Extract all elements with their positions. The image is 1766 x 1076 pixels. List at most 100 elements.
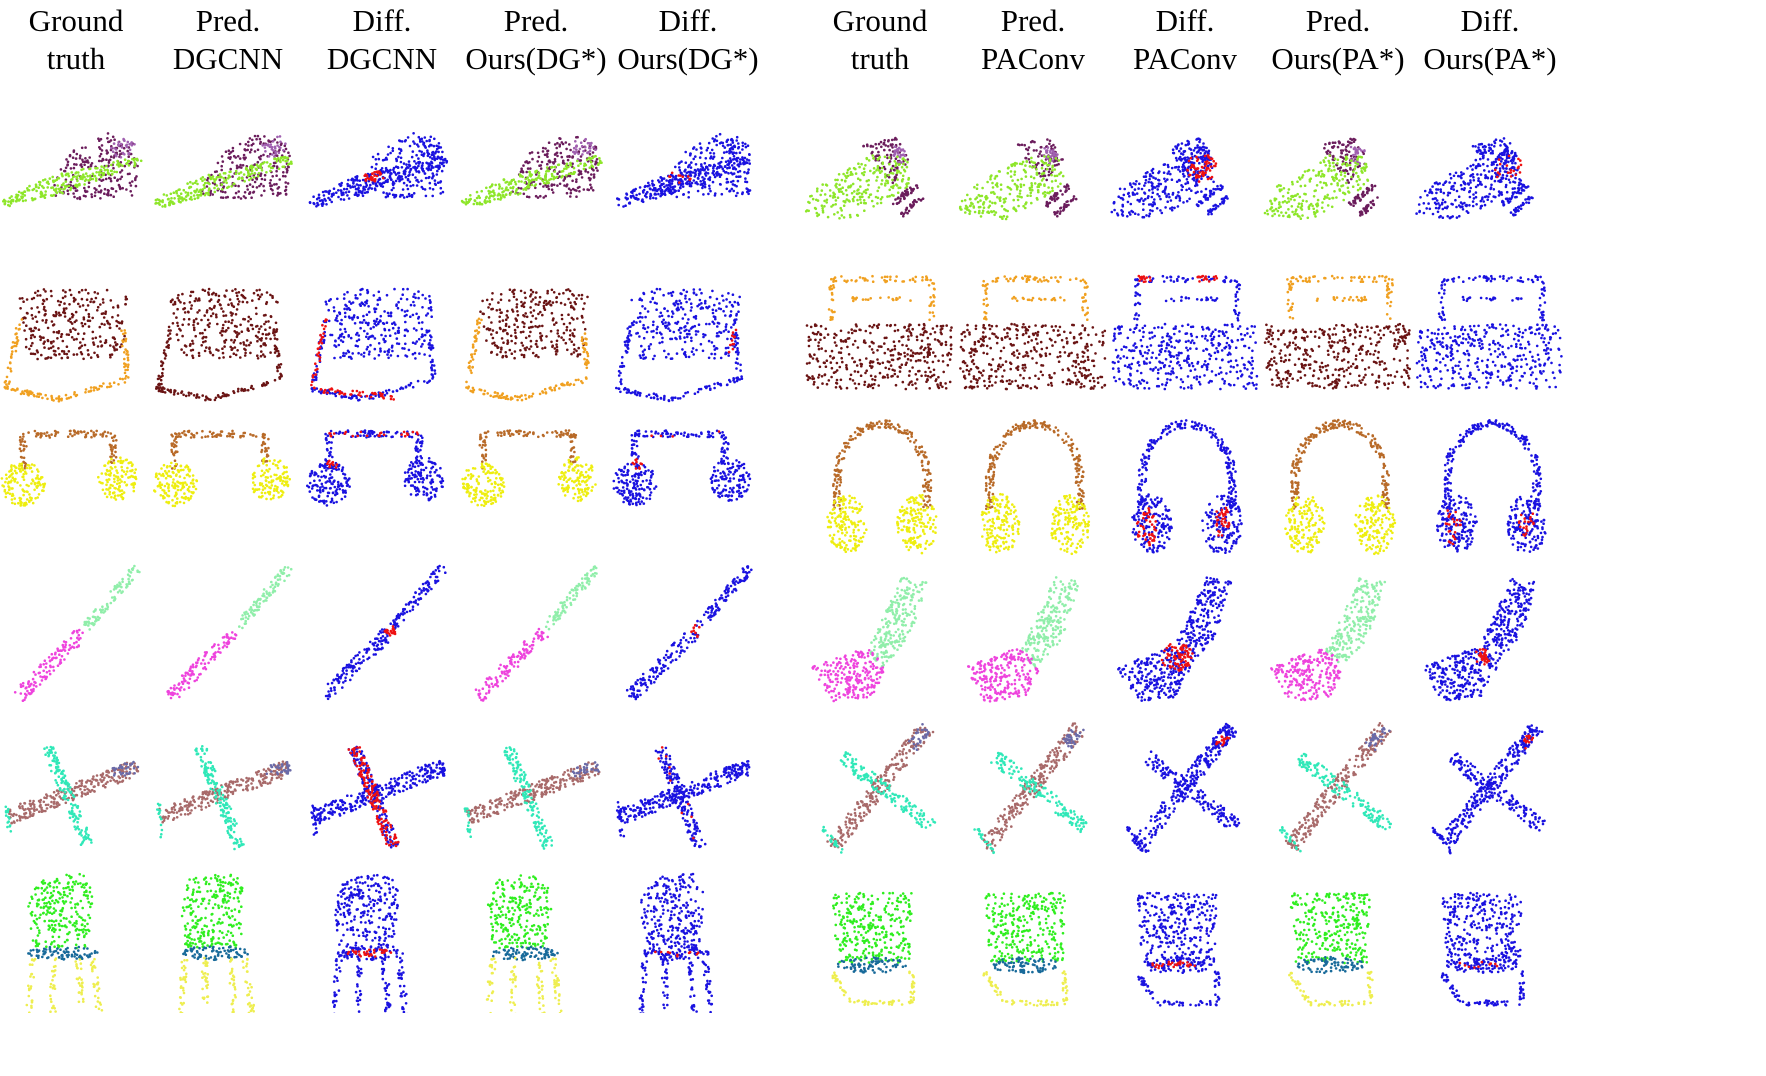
bag-pointcloud [600, 259, 776, 419]
earphone-pointcloud [1097, 409, 1273, 569]
knife-pointcloud [1250, 557, 1426, 717]
airplane-pointcloud [294, 707, 470, 867]
column-header-line1: Diff. [1402, 2, 1578, 40]
bag-pointcloud-svg [155, 287, 283, 402]
earphone-pointcloud-svg [461, 429, 597, 507]
knife-pointcloud [448, 557, 624, 717]
column-header: Diff. PAConv [1097, 2, 1273, 78]
bag-pointcloud [1402, 259, 1578, 419]
airplane-pointcloud [600, 707, 776, 867]
knife-pointcloud [600, 557, 776, 717]
column-header-line1: Pred. [140, 2, 316, 40]
airplane-pointcloud-svg [1278, 722, 1392, 853]
chair-pointcloud [1250, 853, 1426, 1013]
airplane-pointcloud [0, 707, 164, 867]
earphone-pointcloud [140, 409, 316, 569]
rocket-pointcloud-svg [1415, 137, 1534, 220]
rocket-pointcloud [0, 105, 164, 265]
earphone-pointcloud-svg [1436, 419, 1547, 553]
airplane-pointcloud [1402, 707, 1578, 867]
rocket-pointcloud [792, 105, 968, 265]
airplane-pointcloud-svg [156, 745, 292, 851]
knife-pointcloud [792, 557, 968, 717]
bag-pointcloud-svg [1111, 274, 1259, 391]
bag-pointcloud [140, 259, 316, 419]
column-header: Pred. PAConv [945, 2, 1121, 78]
column-header-line2: truth [0, 40, 164, 78]
chair-pointcloud-svg [831, 891, 916, 1007]
rocket-pointcloud-svg [1263, 137, 1379, 220]
airplane-pointcloud-svg [4, 745, 140, 846]
knife-pointcloud-svg [166, 566, 293, 700]
bag-pointcloud-svg [805, 274, 953, 391]
chair-pointcloud-svg [25, 872, 104, 1013]
earphone-pointcloud-svg [980, 419, 1091, 556]
airplane-pointcloud-svg [973, 722, 1088, 855]
chair-pointcloud-svg [485, 874, 563, 1013]
chair-pointcloud [1097, 853, 1273, 1013]
airplane-pointcloud [1250, 707, 1426, 867]
column-header-line1: Pred. [945, 2, 1121, 40]
knife-pointcloud-svg [1117, 576, 1233, 702]
bag-pointcloud [792, 259, 968, 419]
chair-pointcloud-svg [178, 873, 255, 1013]
column-header-line1: Diff. [600, 2, 776, 40]
bag-pointcloud-svg [1415, 274, 1563, 390]
column-header-line2: truth [792, 40, 968, 78]
earphone-pointcloud [600, 409, 776, 569]
column-header: Diff. DGCNN [294, 2, 470, 78]
knife-pointcloud-svg [1270, 577, 1387, 702]
chair-pointcloud-svg [331, 873, 408, 1013]
bag-pointcloud [448, 259, 624, 419]
earphone-pointcloud [294, 409, 470, 569]
column-header-line1: Diff. [1097, 2, 1273, 40]
rocket-pointcloud-svg [1110, 137, 1229, 219]
chair-pointcloud [448, 853, 624, 1013]
bag-pointcloud-svg [615, 287, 744, 403]
chair-pointcloud-svg [1288, 891, 1374, 1007]
airplane-pointcloud-svg [1431, 724, 1546, 855]
chair-pointcloud [600, 853, 776, 1013]
earphone-pointcloud-svg [153, 429, 291, 508]
earphone-pointcloud-svg [1131, 419, 1243, 554]
column-header-line2: Ours(PA*) [1402, 40, 1578, 78]
airplane-pointcloud [945, 707, 1121, 867]
column-header-line2: Ours(DG*) [448, 40, 624, 78]
rocket-pointcloud-svg [308, 132, 449, 208]
knife-pointcloud-svg [1424, 577, 1536, 702]
knife-pointcloud [1097, 557, 1273, 717]
column-header: Pred. DGCNN [140, 2, 316, 78]
column-header: Diff. Ours(PA*) [1402, 2, 1578, 78]
bag-pointcloud [1097, 259, 1273, 419]
bag-pointcloud [1250, 259, 1426, 419]
chair-pointcloud [792, 853, 968, 1013]
rocket-pointcloud [140, 105, 316, 265]
airplane-pointcloud-svg [615, 746, 751, 849]
column-header: Diff. Ours(DG*) [600, 2, 776, 78]
knife-pointcloud [945, 557, 1121, 717]
earphone-pointcloud-svg [1284, 418, 1397, 556]
earphone-pointcloud [1402, 409, 1578, 569]
column-header-line2: Ours(PA*) [1250, 40, 1426, 78]
bag-pointcloud [294, 259, 470, 419]
column-header-line2: PAConv [945, 40, 1121, 78]
rocket-pointcloud [1097, 105, 1273, 265]
rocket-pointcloud [1402, 105, 1578, 265]
chair-pointcloud [945, 853, 1121, 1013]
column-header: Ground truth [0, 2, 164, 78]
chair-pointcloud-svg [982, 891, 1069, 1007]
earphone-pointcloud [448, 409, 624, 569]
earphone-pointcloud-svg [306, 429, 445, 507]
column-header: Pred. Ours(PA*) [1250, 2, 1426, 78]
bag-pointcloud-svg [1263, 274, 1411, 390]
bag-pointcloud-svg [310, 287, 437, 402]
rocket-pointcloud-svg [958, 138, 1078, 221]
knife-pointcloud [140, 557, 316, 717]
column-header-line2: PAConv [1097, 40, 1273, 78]
airplane-pointcloud-svg [463, 746, 601, 850]
airplane-pointcloud-svg [1126, 722, 1241, 853]
earphone-pointcloud [792, 409, 968, 569]
airplane-pointcloud [792, 707, 968, 867]
column-header-line2: Ours(DG*) [600, 40, 776, 78]
